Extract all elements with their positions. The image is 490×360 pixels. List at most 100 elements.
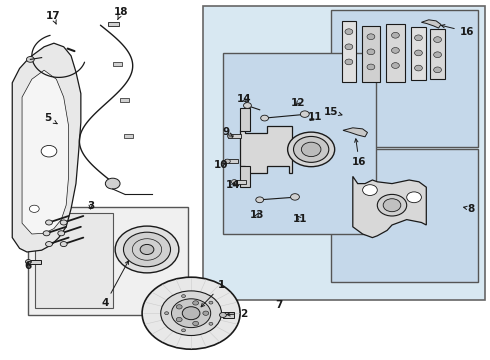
Circle shape: [363, 185, 377, 195]
Polygon shape: [343, 128, 368, 137]
Bar: [27, 260, 41, 264]
Text: 7: 7: [275, 300, 283, 310]
Circle shape: [209, 322, 213, 325]
Circle shape: [367, 64, 375, 70]
Circle shape: [288, 132, 335, 167]
Circle shape: [415, 50, 422, 56]
Bar: [386, 24, 405, 82]
Text: 2: 2: [227, 309, 247, 319]
Circle shape: [345, 29, 353, 35]
Text: 11: 11: [293, 214, 307, 224]
Circle shape: [345, 44, 353, 50]
Circle shape: [176, 305, 182, 309]
Circle shape: [256, 197, 264, 203]
Bar: [430, 29, 445, 79]
Circle shape: [161, 291, 221, 336]
Text: 10: 10: [214, 160, 229, 170]
Text: 1: 1: [201, 280, 225, 307]
Circle shape: [377, 194, 407, 216]
Bar: [108, 22, 119, 26]
Circle shape: [345, 59, 353, 65]
Bar: [225, 159, 238, 163]
Circle shape: [142, 277, 240, 349]
Polygon shape: [421, 20, 441, 28]
Circle shape: [224, 159, 230, 163]
Circle shape: [415, 35, 422, 41]
Bar: [342, 21, 356, 82]
Circle shape: [105, 178, 120, 189]
Circle shape: [434, 37, 441, 42]
Bar: [223, 53, 376, 234]
Circle shape: [46, 220, 52, 225]
Circle shape: [383, 199, 401, 212]
Circle shape: [123, 232, 171, 267]
Text: 13: 13: [250, 210, 265, 220]
Text: 4: 4: [101, 261, 128, 309]
Polygon shape: [240, 126, 292, 173]
Text: 12: 12: [291, 98, 305, 108]
Circle shape: [165, 312, 169, 315]
Circle shape: [26, 57, 34, 62]
Circle shape: [392, 48, 399, 53]
Circle shape: [261, 115, 269, 121]
Bar: [411, 27, 426, 80]
Bar: [28, 207, 188, 315]
Circle shape: [193, 301, 198, 305]
Circle shape: [227, 134, 233, 138]
Bar: [124, 134, 133, 138]
Text: 18: 18: [114, 6, 129, 19]
Circle shape: [244, 103, 251, 108]
Bar: [240, 166, 250, 187]
Circle shape: [392, 63, 399, 68]
Bar: [234, 180, 246, 184]
Bar: [35, 213, 113, 308]
Bar: [113, 62, 122, 66]
Polygon shape: [22, 70, 69, 234]
Circle shape: [46, 242, 52, 247]
Bar: [331, 10, 478, 147]
Circle shape: [300, 111, 309, 117]
Text: 5: 5: [45, 113, 57, 124]
Text: 11: 11: [308, 112, 323, 122]
Circle shape: [60, 242, 67, 247]
Circle shape: [231, 180, 237, 184]
Circle shape: [193, 321, 198, 326]
Bar: [240, 108, 250, 131]
Circle shape: [434, 52, 441, 58]
Circle shape: [182, 307, 200, 320]
Circle shape: [25, 260, 31, 264]
Circle shape: [367, 34, 375, 40]
Text: 3: 3: [87, 201, 94, 211]
Circle shape: [294, 136, 329, 162]
Circle shape: [43, 231, 50, 236]
Text: 9: 9: [223, 127, 233, 138]
Circle shape: [203, 311, 209, 315]
Text: 14: 14: [237, 94, 251, 104]
Circle shape: [220, 312, 226, 318]
Text: 17: 17: [46, 11, 60, 24]
Text: 14: 14: [226, 180, 241, 190]
Circle shape: [301, 142, 321, 157]
Text: 16: 16: [352, 139, 367, 167]
Text: 16: 16: [441, 24, 474, 37]
Bar: [120, 98, 129, 102]
Bar: [362, 26, 380, 82]
Circle shape: [209, 301, 213, 304]
Circle shape: [115, 226, 179, 273]
Text: 15: 15: [324, 107, 342, 117]
Circle shape: [176, 318, 182, 322]
Circle shape: [434, 67, 441, 73]
Bar: [331, 149, 478, 282]
Circle shape: [392, 32, 399, 38]
Bar: [228, 134, 241, 138]
Circle shape: [415, 65, 422, 71]
Circle shape: [407, 192, 421, 203]
Polygon shape: [353, 176, 426, 238]
Bar: [203, 6, 485, 300]
Circle shape: [182, 329, 186, 332]
Bar: [223, 312, 234, 318]
Circle shape: [291, 194, 299, 200]
Text: 6: 6: [25, 261, 32, 271]
Text: 8: 8: [464, 204, 475, 214]
Circle shape: [60, 220, 67, 225]
